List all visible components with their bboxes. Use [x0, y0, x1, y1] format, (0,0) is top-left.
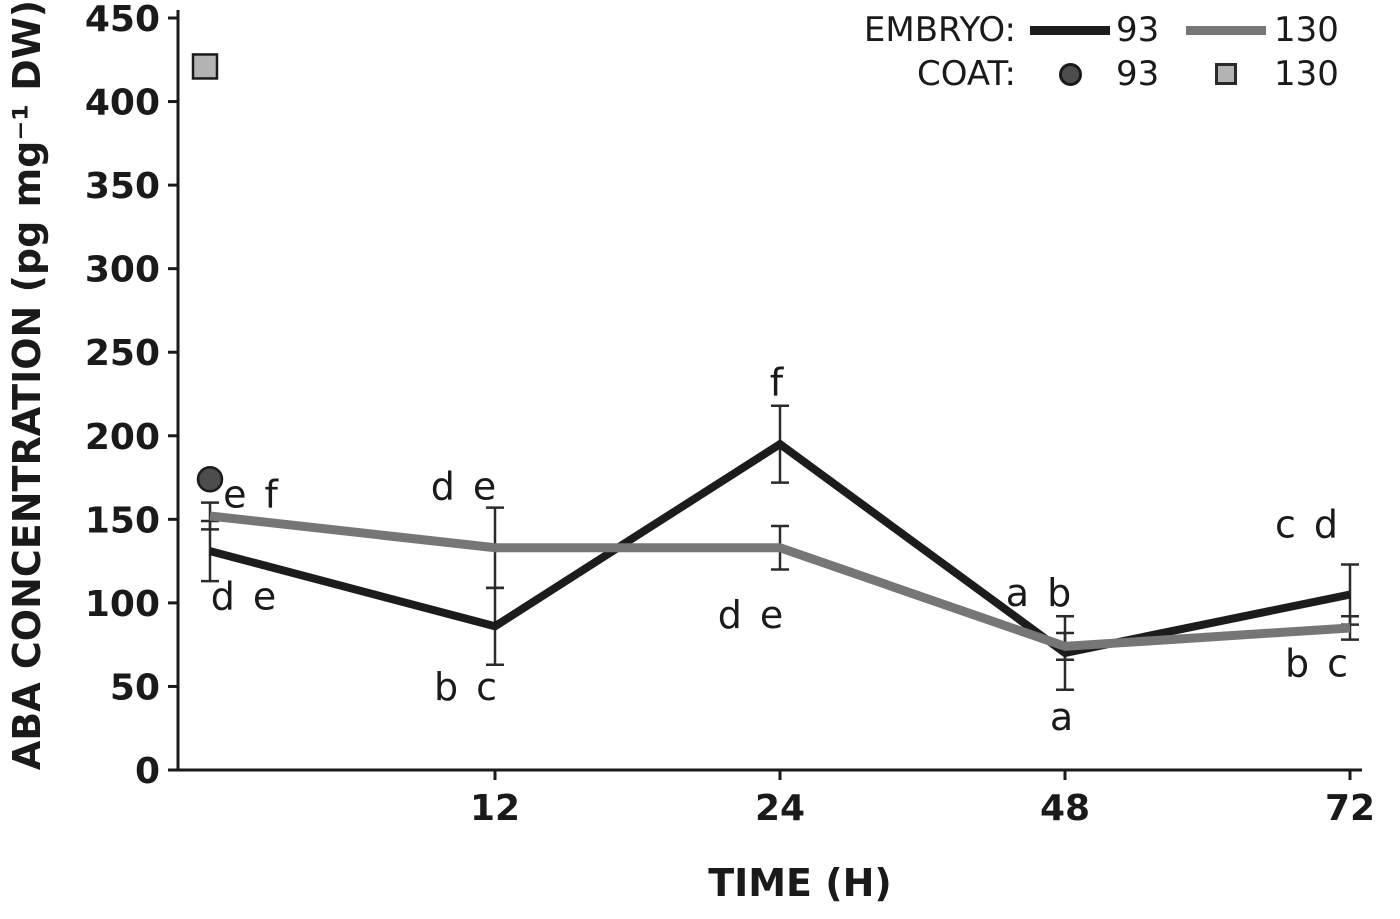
legend-coat-label: COAT: — [916, 54, 1016, 94]
coat-93-circle-icon — [1058, 62, 1082, 86]
significance-letter: b c — [434, 665, 500, 709]
coat-130-marker-wrap — [1178, 52, 1274, 96]
coat-130-label: 130 — [1274, 54, 1339, 94]
significance-letter: b c — [1285, 641, 1351, 685]
y-tick-label: 200 — [85, 417, 160, 458]
significance-letter: f — [770, 361, 786, 405]
y-tick-label: 50 — [110, 667, 160, 708]
significance-letter: d e — [211, 575, 280, 619]
coat-93-label: 93 — [1116, 54, 1160, 94]
x-tick-label: 72 — [1325, 788, 1375, 829]
y-axis-title: ABA CONCENTRATION (pg mg⁻¹ DW) — [5, 0, 49, 770]
significance-letter: e f — [223, 473, 281, 517]
series-line-embryo-130 — [209, 511, 1351, 651]
coat-130-square-icon — [1215, 63, 1237, 85]
y-tick-label: 0 — [135, 751, 160, 792]
x-tick-label: 24 — [755, 788, 805, 829]
significance-letter: d e — [718, 593, 787, 637]
y-tick-label: 300 — [85, 250, 160, 291]
y-tick-label: 400 — [85, 83, 160, 124]
significance-letter: d e — [431, 464, 500, 508]
y-tick-label: 350 — [85, 166, 160, 207]
embryo-93-label: 93 — [1116, 10, 1160, 50]
y-tick-label: 450 — [85, 0, 160, 40]
embryo-130-line-icon — [1186, 25, 1266, 35]
y-tick-label: 150 — [85, 500, 160, 541]
embryo-93-line-swatch-wrap — [1024, 8, 1116, 52]
y-tick-label: 250 — [85, 333, 160, 374]
embryo-130-label: 130 — [1274, 10, 1339, 50]
x-tick-label: 12 — [470, 788, 520, 829]
legend-embryo-label: EMBRYO: — [863, 10, 1016, 50]
significance-letter: c d — [1275, 503, 1341, 547]
embryo-130-line-swatch-wrap — [1178, 8, 1274, 52]
y-tick-label: 100 — [85, 584, 160, 625]
embryo-93-line-icon — [1030, 25, 1110, 35]
coat-93-marker-wrap — [1024, 52, 1116, 96]
coat-93-point — [196, 465, 224, 493]
x-tick-label: 48 — [1040, 788, 1090, 829]
plot-generated-layer: 0 50 100 150 200 250 300 350 400 450 12 24 48 72 e f d … — [85, 0, 1375, 829]
coat-130-point — [191, 53, 219, 80]
legend: EMBRYO: 93 130 COAT: 93 130 — [854, 8, 1348, 96]
significance-letter: a b — [1006, 571, 1075, 615]
significance-letter: a — [1050, 695, 1076, 739]
series-line-embryo-93 — [208, 439, 1351, 658]
x-axis-title: TIME (H) — [708, 861, 892, 905]
